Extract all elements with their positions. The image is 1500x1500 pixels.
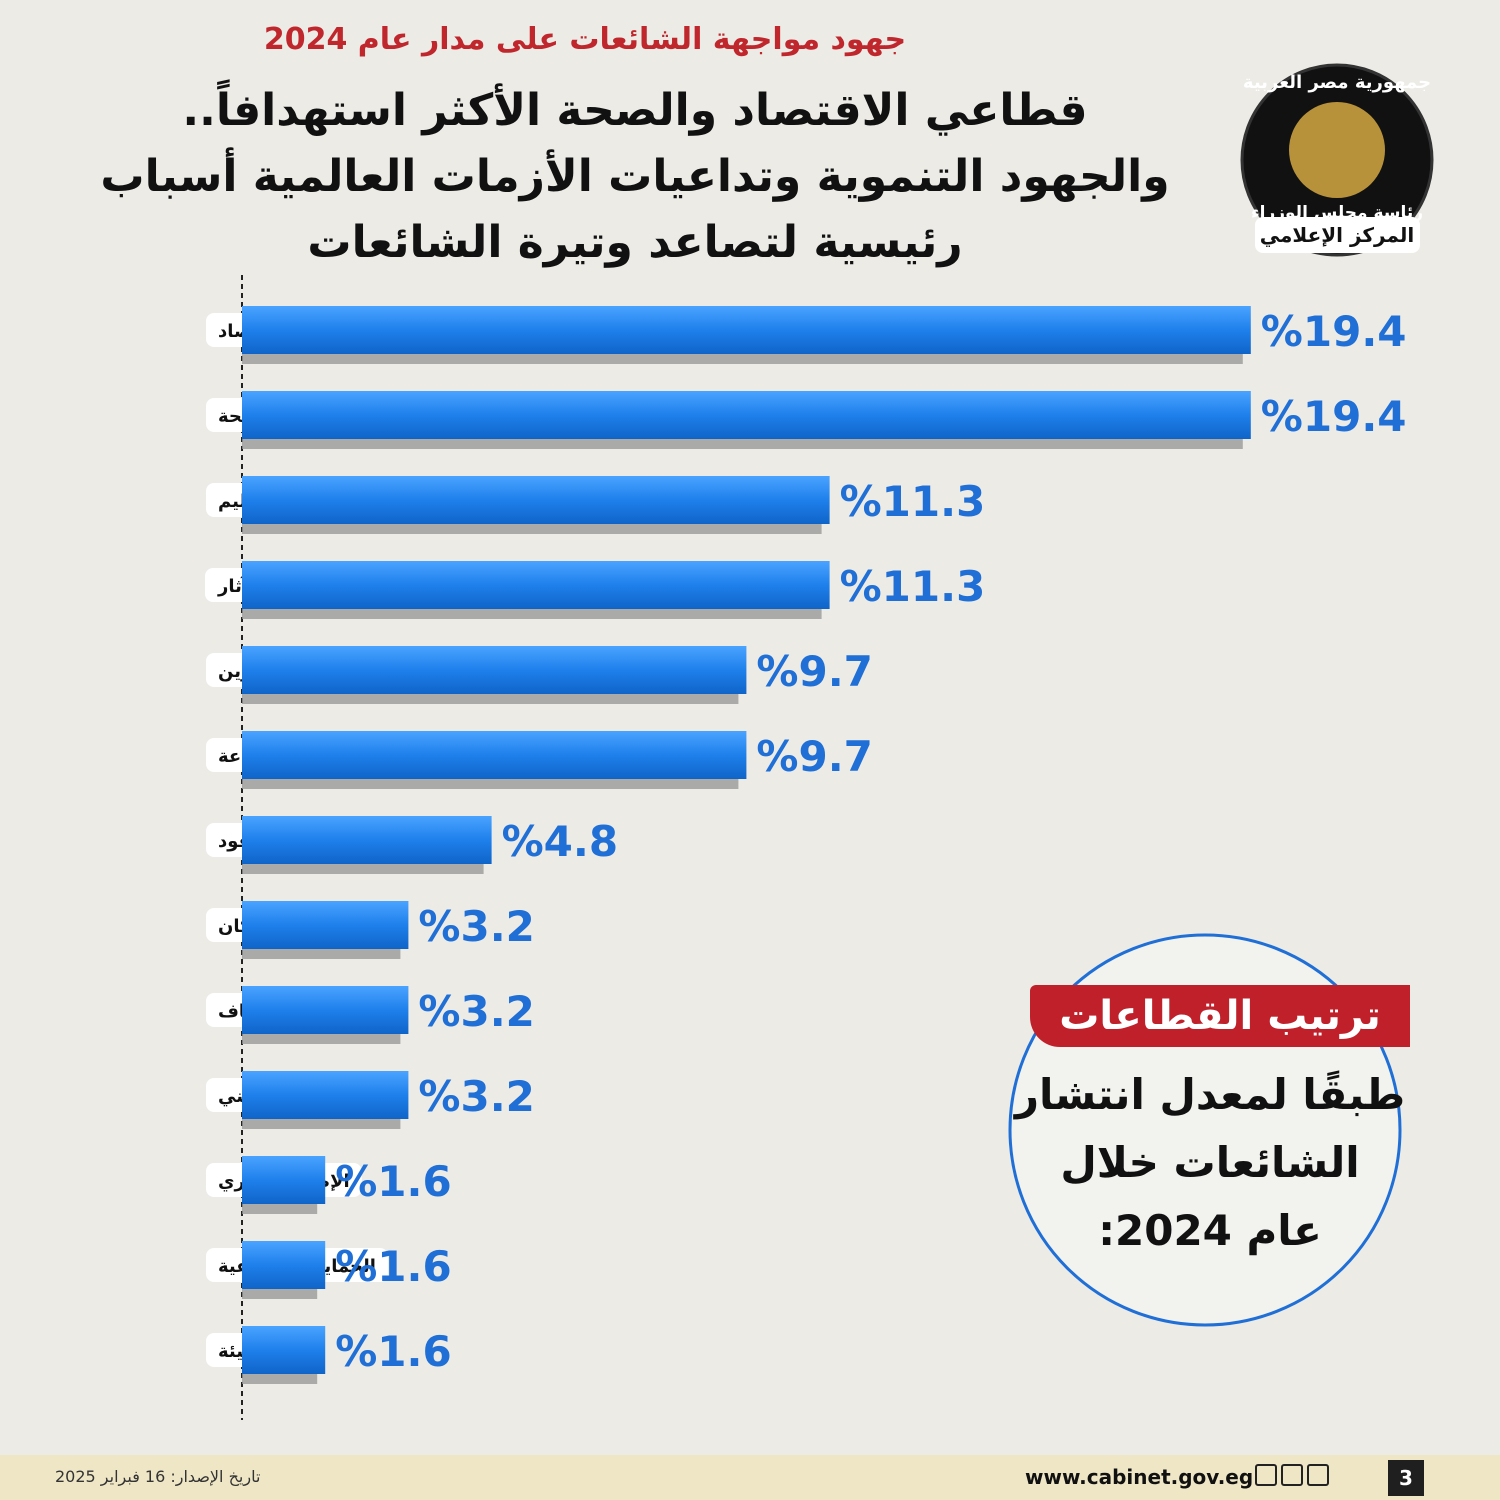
annotation-line: الشائعات خلال	[1060, 1138, 1360, 1187]
icon[interactable]	[1307, 1464, 1329, 1486]
value-label: %3.2	[418, 987, 534, 1036]
annotation-heading: ترتيب القطاعات	[1030, 985, 1410, 1047]
value-label: %19.4	[1261, 307, 1407, 356]
logo: جمهورية مصر العربية رئاسة مجلس الوزراء ا…	[1240, 63, 1434, 257]
bar	[242, 561, 830, 609]
value-label: %11.3	[840, 562, 986, 611]
value-label: %19.4	[1261, 392, 1407, 441]
icon[interactable]	[1281, 1464, 1303, 1486]
bar	[242, 901, 409, 949]
title: قطاعي الاقتصاد والصحة الأكثر استهدافاً..…	[60, 78, 1210, 276]
value-label: %11.3	[840, 477, 986, 526]
website[interactable]: www.cabinet.gov.eg	[1025, 1465, 1254, 1489]
value-label: %1.6	[335, 1327, 451, 1376]
value-label: %3.2	[418, 902, 534, 951]
value-label: %1.6	[335, 1242, 451, 1291]
bar	[242, 731, 747, 779]
value-label: %9.7	[756, 732, 872, 781]
bar	[242, 391, 1251, 439]
footer	[0, 1455, 1500, 1500]
annotation-line: طبقًا لمعدل انتشار	[1014, 1070, 1406, 1119]
title-line: والجهود التنموية وتداعيات الأزمات العالم…	[100, 151, 1170, 202]
title-line: رئيسية لتصاعد وتيرة الشائعات	[307, 217, 963, 268]
annotation-line: عام 2024:	[1098, 1206, 1322, 1255]
logo-text: جمهورية مصر العربية	[1243, 72, 1431, 93]
bar	[242, 1326, 326, 1374]
bar	[242, 1156, 326, 1204]
annotation: ترتيب القطاعات طبقًا لمعدل انتشار الشائع…	[1010, 985, 1410, 1265]
value-label: %9.7	[756, 647, 872, 696]
release-date: تاريخ الإصدار: 16 فبراير 2025	[55, 1467, 261, 1486]
value-label: %4.8	[502, 817, 618, 866]
value-label: %1.6	[335, 1157, 451, 1206]
page-number: 3	[1388, 1460, 1424, 1496]
bar	[242, 476, 830, 524]
bar	[242, 646, 747, 694]
bar	[242, 816, 492, 864]
social-icons	[1255, 1464, 1333, 1490]
title-line: قطاعي الاقتصاد والصحة الأكثر استهدافاً..	[182, 85, 1088, 136]
supertitle: جهود مواجهة الشائعات على مدار عام 2024	[263, 22, 907, 57]
icon[interactable]	[1255, 1464, 1277, 1486]
logo-ribbon	[1255, 217, 1420, 253]
value-label: %3.2	[418, 1072, 534, 1121]
bar	[242, 1241, 326, 1289]
logo-text: المركز الإعلامي	[1260, 223, 1414, 248]
bar	[242, 306, 1251, 354]
logo-emblem	[1289, 102, 1385, 198]
bar	[242, 1071, 409, 1119]
bar	[242, 986, 409, 1034]
